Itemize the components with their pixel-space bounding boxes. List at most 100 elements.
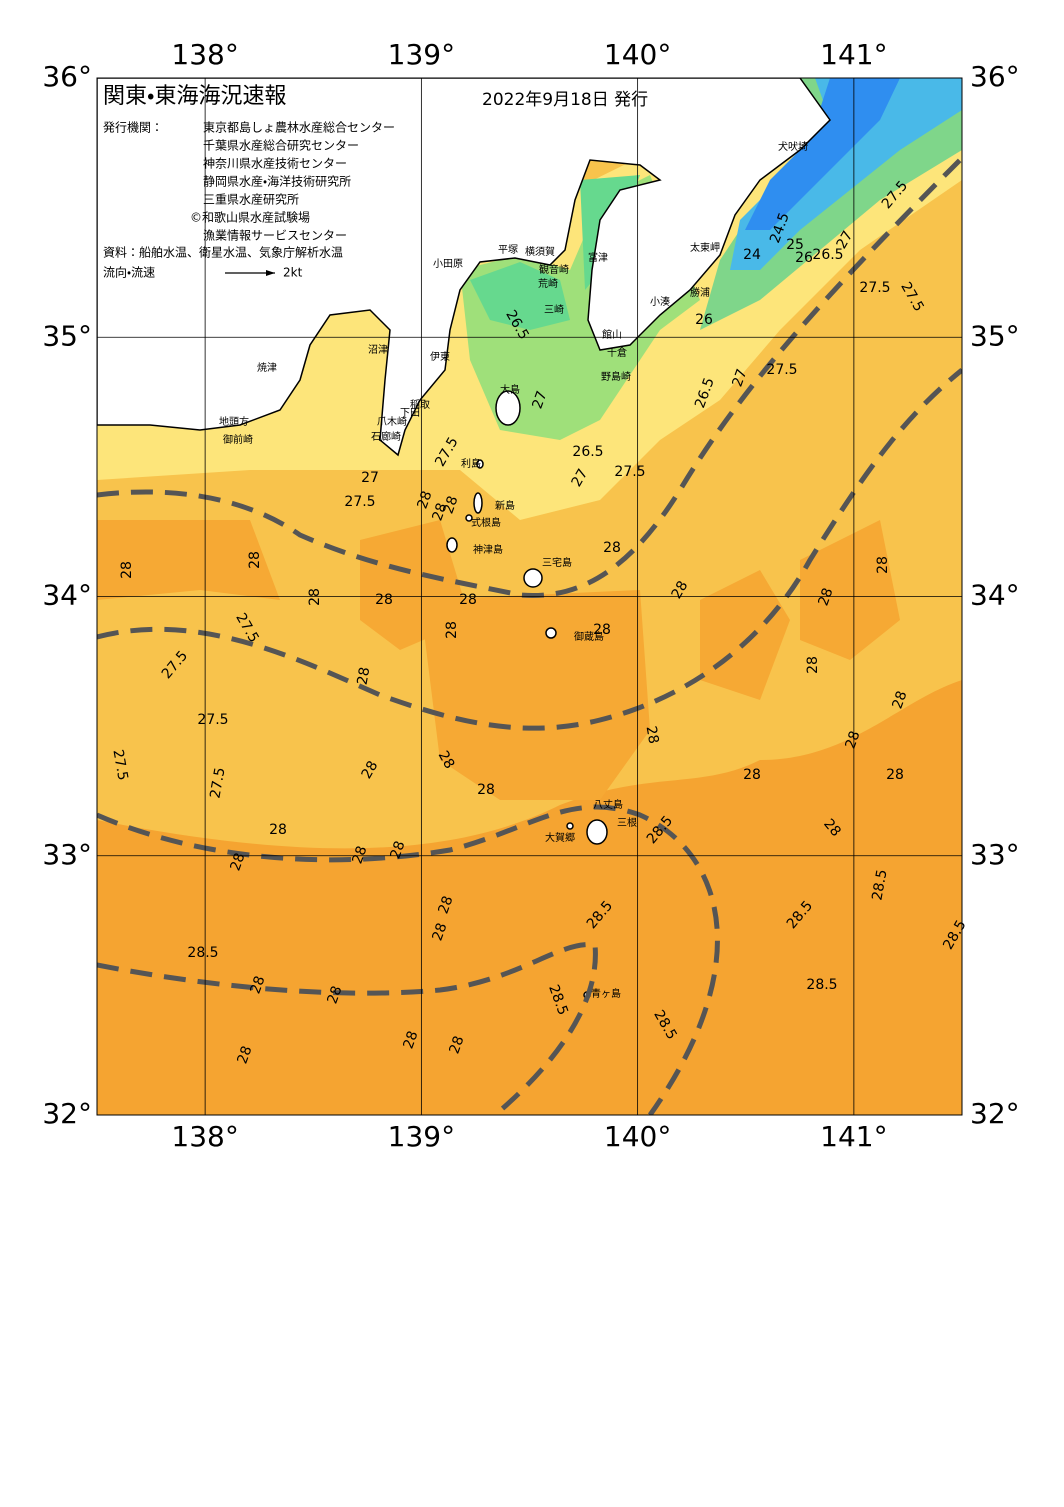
place-name: 爪木崎 [377, 415, 407, 428]
contour-label: 28 [593, 622, 611, 638]
contour-label: 27 [361, 470, 379, 486]
contour-label: 28.5 [187, 945, 218, 961]
place-name: 勝浦 [690, 286, 710, 299]
place-name: 小田原 [433, 258, 463, 270]
contour-label: 24 [743, 247, 761, 263]
contour-label: 28 [805, 656, 821, 674]
sea-band-24 [730, 78, 962, 270]
contour-label: 27 [729, 367, 750, 389]
place-name: 御蔵島 [574, 630, 604, 643]
contour-label: 28 [375, 592, 393, 608]
issuer: 三重県水産研究所 [203, 193, 299, 207]
place-name: 新島 [495, 499, 515, 512]
place-name: 三根 [617, 816, 637, 829]
sea-band-28-patch [97, 520, 900, 800]
contour-label: 28 [669, 578, 692, 601]
contour-label: 28 [842, 729, 863, 751]
contour-label: 27 [569, 466, 592, 489]
issuer: 東京都島しょ農林水産総合センター [203, 120, 395, 135]
place-name: 三崎 [544, 303, 564, 316]
lat-label: 35° [970, 319, 1020, 352]
place-name: 式根島 [471, 516, 501, 529]
place-name: 横須賀 [525, 245, 555, 258]
contour-label: 27 [529, 389, 550, 411]
contour-label: 28 [643, 725, 662, 745]
contour-label: 28 [603, 540, 621, 556]
place-name: 下田 [400, 408, 420, 419]
contour-label: 28 [387, 839, 408, 861]
place-name: 館山 [602, 328, 622, 341]
place-name: 稲取 [410, 399, 430, 411]
island [545, 627, 557, 639]
place-name: 太東岬 [690, 241, 720, 254]
place-name: 三宅島 [542, 556, 572, 569]
island [473, 492, 483, 514]
lat-label: 36° [42, 60, 92, 93]
contour-label: 26.5 [812, 247, 843, 263]
contour-label: 25 [786, 237, 804, 253]
lon-label: 141° [820, 38, 887, 71]
contour-label: 28 [889, 689, 910, 711]
front-line [97, 942, 598, 1115]
contour-label: 28.5 [869, 868, 890, 901]
contour-label: 28 [269, 822, 287, 838]
island [586, 819, 608, 845]
place-name: 八丈島 [593, 798, 623, 811]
island [476, 459, 484, 469]
contour-label: 28 [324, 984, 345, 1006]
current-legend-label: 流向・流速 [103, 265, 155, 280]
place-name: 犬吠埼 [778, 140, 808, 153]
place-name: 平塚 [498, 244, 518, 256]
contour-label: 26.5 [572, 444, 603, 460]
current-legend-scale: 2kt [283, 266, 303, 280]
contour-label: 28 [446, 1034, 467, 1056]
contour-label: 28 [435, 894, 456, 916]
contour-label: 28 [429, 921, 450, 943]
contour-label: 28 [247, 974, 268, 996]
contour-label: 28 [414, 489, 435, 511]
contour-label: 28 [247, 551, 263, 569]
contour-label: 28 [815, 586, 836, 608]
contour-label: 27.5 [614, 464, 645, 480]
contour-label: 27.5 [859, 280, 890, 296]
place-name: 伊東 [430, 350, 450, 363]
contour-label: 28 [400, 1029, 421, 1051]
place-name: 焼津 [257, 362, 277, 374]
contour-label: 28 [459, 592, 477, 608]
lat-label: 34° [970, 579, 1020, 612]
front-line [97, 368, 962, 731]
lat-label: 34° [42, 579, 92, 612]
contour-label: 28 [435, 748, 458, 771]
contour-label: 28 [875, 556, 891, 574]
place-name: 野島崎 [601, 370, 631, 383]
contour-label: 26 [795, 250, 813, 266]
contour-label: 28 [349, 844, 370, 866]
island [495, 390, 521, 426]
contour-label: 28 [119, 561, 135, 579]
place-name: 観音崎 [539, 263, 569, 276]
lon-label: 140° [604, 1120, 671, 1153]
sources: 資料：船舶水温、衛星水温、気象庁解析水温 [103, 245, 343, 260]
contour-label: 27.5 [344, 494, 375, 510]
contour-label: 27.5 [109, 748, 130, 781]
lon-label: 139° [388, 1120, 455, 1153]
front-line [97, 156, 962, 599]
lat-label: 35° [42, 319, 92, 352]
place-name: 富津 [588, 251, 608, 264]
sea-band-25 [470, 175, 640, 330]
issuer: 千葉県水産総合研究センター [203, 138, 359, 153]
issuer: ©和歌山県水産試験場 [190, 210, 310, 225]
front-line [97, 804, 720, 1115]
title: 関東・東海海況速報 [103, 84, 286, 109]
land [97, 78, 831, 457]
lon-label: 138° [171, 38, 238, 71]
contour-label: 28.5 [806, 977, 837, 993]
issuer: 神奈川県水産技術センター [203, 156, 347, 171]
island [523, 568, 543, 588]
contour-label: 27.5 [766, 362, 797, 378]
lon-label: 141° [820, 1120, 887, 1153]
issue-date: 2022年9月18日 発行 [482, 90, 648, 110]
lat-label: 32° [42, 1097, 92, 1130]
